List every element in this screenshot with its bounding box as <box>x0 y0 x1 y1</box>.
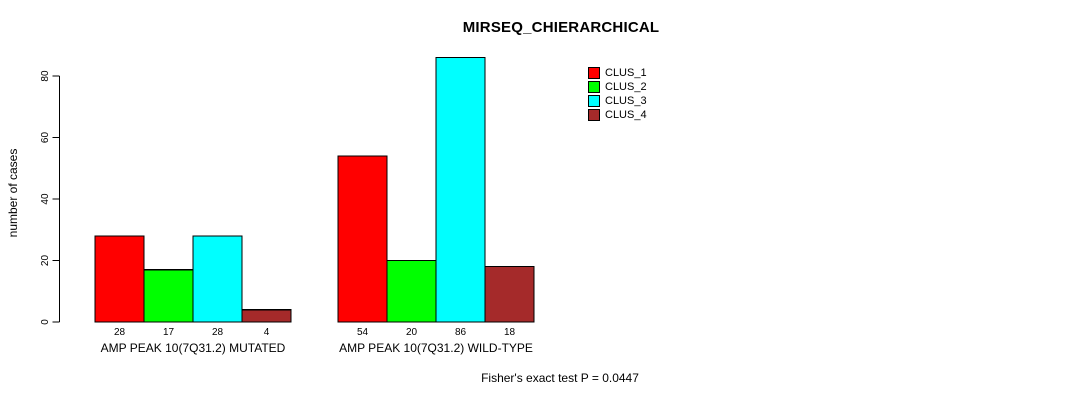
legend-swatch-icon <box>588 108 600 121</box>
y-tick-label: 60 <box>40 132 51 144</box>
bar-clus_1 <box>94 235 145 323</box>
legend-swatch-icon <box>588 80 600 93</box>
legend-swatch-icon <box>588 94 600 107</box>
bar-clus_2 <box>386 259 437 323</box>
y-tick-label: 20 <box>40 255 51 267</box>
bar-clus_3 <box>435 56 486 323</box>
bar-value-label: 86 <box>455 327 467 338</box>
legend-item-clus_4: CLUS_4 <box>588 108 647 121</box>
legend-label: CLUS_4 <box>605 108 647 121</box>
chart-title: MIRSEQ_CHIERARCHICAL <box>462 19 660 36</box>
bar-value-label: 4 <box>264 327 270 338</box>
bar-value-label: 20 <box>406 327 418 338</box>
fisher-test-note: Fisher's exact test P = 0.0447 <box>481 371 639 385</box>
legend-swatch-icon <box>588 66 600 79</box>
y-tick-label: 80 <box>40 70 51 82</box>
legend-label: CLUS_1 <box>605 66 647 79</box>
legend-item-clus_3: CLUS_3 <box>588 94 647 107</box>
bar-value-label: 17 <box>163 327 175 338</box>
bar-clus_4 <box>484 266 535 323</box>
bar-clus_1 <box>337 155 388 323</box>
category-label: AMP PEAK 10(7Q31.2) WILD-TYPE <box>339 341 533 355</box>
bar-value-label: 18 <box>504 327 516 338</box>
category-label: AMP PEAK 10(7Q31.2) MUTATED <box>101 341 286 355</box>
bar-value-label: 28 <box>114 327 126 338</box>
y-tick-label: 40 <box>40 193 51 205</box>
legend-label: CLUS_2 <box>605 80 647 93</box>
bar-clus_3 <box>192 235 243 323</box>
legend-label: CLUS_3 <box>605 94 647 107</box>
y-tick-label: 0 <box>40 319 51 325</box>
legend-item-clus_2: CLUS_2 <box>588 80 647 93</box>
bar-clus_4 <box>241 309 292 323</box>
bar-value-label: 28 <box>212 327 224 338</box>
legend: CLUS_1 CLUS_2 CLUS_3 CLUS_4 <box>588 66 647 122</box>
bar-clus_2 <box>143 269 194 323</box>
bar-value-label: 54 <box>357 327 369 338</box>
legend-item-clus_1: CLUS_1 <box>588 66 647 79</box>
